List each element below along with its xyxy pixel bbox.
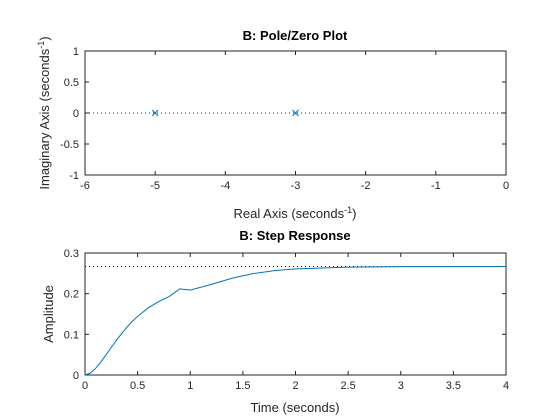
x-tick-label: 1 (187, 380, 193, 392)
y-tick-label: -1 (69, 170, 79, 182)
x-tick-label: 4 (503, 380, 509, 392)
x-tick-label: 1.5 (235, 380, 250, 392)
y-tick-label: 1 (73, 46, 79, 58)
x-tick-label: -3 (291, 180, 301, 192)
x-tick-label: 3.5 (446, 380, 461, 392)
step-response-x-axis-label: Time (seconds) (250, 400, 339, 415)
pole-zero-x-axis-label: Real Axis (seconds-1) (234, 205, 357, 221)
y-tick-label: 0.3 (64, 248, 79, 260)
x-tick-label: 0 (82, 380, 88, 392)
y-tick-label: 0 (73, 370, 79, 382)
step-response-y-ticks: 0 0.1 0.2 0.3 (64, 248, 506, 382)
step-response-title: B: Step Response (239, 228, 350, 243)
pole-marker (151, 109, 159, 117)
x-tick-label: 2.5 (340, 380, 355, 392)
x-tick-label: 3 (398, 380, 404, 392)
step-response-plot: B: Step Response 0 0.5 1 1.5 2 2.5 3 3.5 4 00.10… (41, 228, 509, 415)
x-tick-label: -6 (80, 180, 90, 192)
y-tick-label: -0.5 (60, 139, 79, 151)
pole-marker-stroke (151, 109, 159, 117)
pole-marker-stroke (292, 109, 299, 117)
x-tick-label: 2 (292, 380, 298, 392)
step-response-curve (84, 266, 507, 376)
pole-zero-y-ticks: -1 -0.5 0 0.5 1 (60, 46, 506, 182)
pole-marker (292, 109, 299, 117)
step-response-x-ticks: 0 0.5 1 1.5 2 2.5 3 3.5 4 (82, 253, 509, 392)
y-tick-label: 0 (73, 108, 79, 120)
x-tick-label: -2 (361, 180, 371, 192)
pole-zero-x-ticks: -6 -5 -4 -3 -2 -1 0 (80, 51, 509, 192)
step-response-y-axis-label: Amplitude (41, 285, 56, 343)
y-tick-label: 0.2 (64, 289, 79, 301)
x-tick-label: -5 (150, 180, 160, 192)
pole-zero-y-axis-label: Imaginary Axis (seconds-1) (36, 36, 52, 189)
pole-zero-title: B: Pole/Zero Plot (243, 28, 348, 43)
x-tick-label: 0.5 (130, 380, 145, 392)
x-tick-label: -4 (220, 180, 230, 192)
y-tick-label: 0.5 (64, 77, 79, 89)
pole-zero-markers (151, 109, 299, 117)
step-response-axes-frame (84, 252, 507, 376)
x-tick-label: 0 (503, 180, 509, 192)
pole-zero-plot: B: Pole/Zero Plot -6 -5 -4 -3 -2 -1 0 -1 -0.5 0 0… (36, 28, 509, 221)
x-tick-label: -1 (431, 180, 441, 192)
y-tick-label: 0.1 (64, 329, 79, 341)
